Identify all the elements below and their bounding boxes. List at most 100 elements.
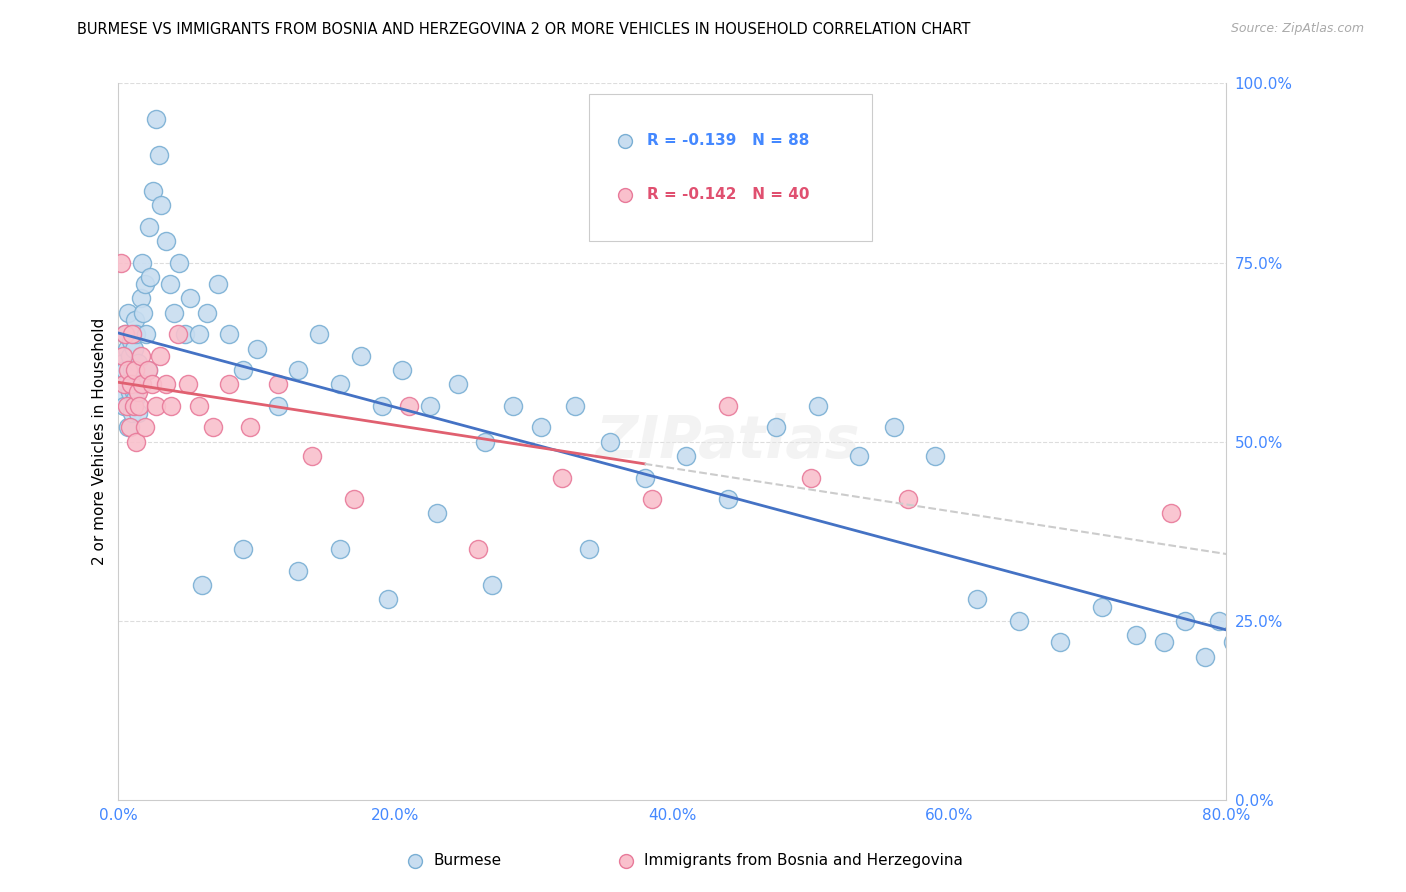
Point <box>218 327 240 342</box>
Point <box>121 406 143 420</box>
Point <box>447 377 470 392</box>
FancyBboxPatch shape <box>589 95 872 241</box>
Point <box>117 420 139 434</box>
Y-axis label: 2 or more Vehicles in Household: 2 or more Vehicles in Household <box>93 318 107 566</box>
Point <box>139 269 162 284</box>
Point <box>124 363 146 377</box>
Point <box>124 313 146 327</box>
Point <box>267 399 290 413</box>
Text: R = -0.142   N = 40: R = -0.142 N = 40 <box>647 187 810 202</box>
Point <box>122 384 145 399</box>
Point <box>419 399 441 413</box>
Point <box>131 255 153 269</box>
Text: ZIPatlas: ZIPatlas <box>596 413 860 470</box>
Point <box>115 377 138 392</box>
Point <box>966 592 988 607</box>
Point <box>115 342 138 356</box>
Point <box>167 327 190 342</box>
Point <box>1174 614 1197 628</box>
Point <box>125 327 148 342</box>
Point <box>190 578 212 592</box>
Point <box>148 148 170 162</box>
Point <box>530 420 553 434</box>
Point <box>807 399 830 413</box>
Point <box>724 768 747 782</box>
Point <box>578 542 600 557</box>
Point <box>187 399 209 413</box>
Point <box>124 392 146 406</box>
Point <box>129 292 152 306</box>
Point <box>112 399 135 413</box>
Point <box>120 334 142 349</box>
Point <box>232 542 254 557</box>
Point <box>740 187 762 202</box>
Point <box>145 399 167 413</box>
Point <box>765 420 787 434</box>
Point <box>111 349 134 363</box>
Point <box>308 327 330 342</box>
Point <box>114 327 136 342</box>
Point <box>287 564 309 578</box>
Point <box>127 406 149 420</box>
Point <box>1125 628 1147 642</box>
Point <box>159 277 181 292</box>
Point <box>599 434 621 449</box>
Point <box>129 349 152 363</box>
Point <box>155 234 177 248</box>
Point <box>176 377 198 392</box>
Point <box>329 542 352 557</box>
Point <box>131 377 153 392</box>
Point <box>138 219 160 234</box>
Point <box>897 492 920 507</box>
Point <box>246 342 269 356</box>
Point <box>125 434 148 449</box>
Point <box>633 470 655 484</box>
Point <box>267 377 290 392</box>
Point <box>187 327 209 342</box>
Point <box>136 363 159 377</box>
Point <box>150 198 173 212</box>
Point <box>134 420 156 434</box>
Point <box>155 377 177 392</box>
Point <box>174 327 197 342</box>
Point <box>218 377 240 392</box>
Point <box>118 420 141 434</box>
Point <box>132 306 155 320</box>
Point <box>127 356 149 370</box>
Point <box>675 449 697 463</box>
Point <box>1007 614 1029 628</box>
Point <box>1160 507 1182 521</box>
Point <box>125 370 148 384</box>
Point <box>1222 635 1244 649</box>
Point <box>122 399 145 413</box>
Point <box>111 356 134 370</box>
Point <box>118 349 141 363</box>
Point <box>1049 635 1071 649</box>
Point <box>398 399 420 413</box>
Point <box>301 449 323 463</box>
Point <box>128 399 150 413</box>
Point <box>426 507 449 521</box>
Point <box>377 592 399 607</box>
Point <box>924 449 946 463</box>
Point <box>1194 649 1216 664</box>
Point <box>120 377 142 392</box>
Point <box>207 277 229 292</box>
Point <box>516 768 538 782</box>
Point <box>717 399 740 413</box>
Point <box>135 327 157 342</box>
Point <box>564 399 586 413</box>
Point <box>201 420 224 434</box>
Point <box>136 363 159 377</box>
Point <box>232 363 254 377</box>
Point <box>117 363 139 377</box>
Point <box>141 377 163 392</box>
Point <box>1091 599 1114 614</box>
Point <box>110 384 132 399</box>
Point <box>163 306 186 320</box>
Point <box>640 492 662 507</box>
Point <box>195 306 218 320</box>
Point <box>120 377 142 392</box>
Point <box>112 377 135 392</box>
Point <box>127 384 149 399</box>
